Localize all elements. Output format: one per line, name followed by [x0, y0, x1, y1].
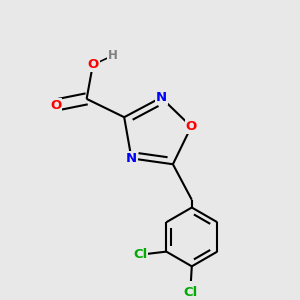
Text: N: N [156, 91, 167, 104]
Text: O: O [87, 58, 98, 71]
Text: H: H [108, 49, 118, 62]
Text: N: N [126, 152, 137, 165]
Text: O: O [186, 120, 197, 133]
Text: Cl: Cl [133, 248, 147, 261]
Text: O: O [50, 99, 61, 112]
Text: Cl: Cl [183, 286, 197, 299]
